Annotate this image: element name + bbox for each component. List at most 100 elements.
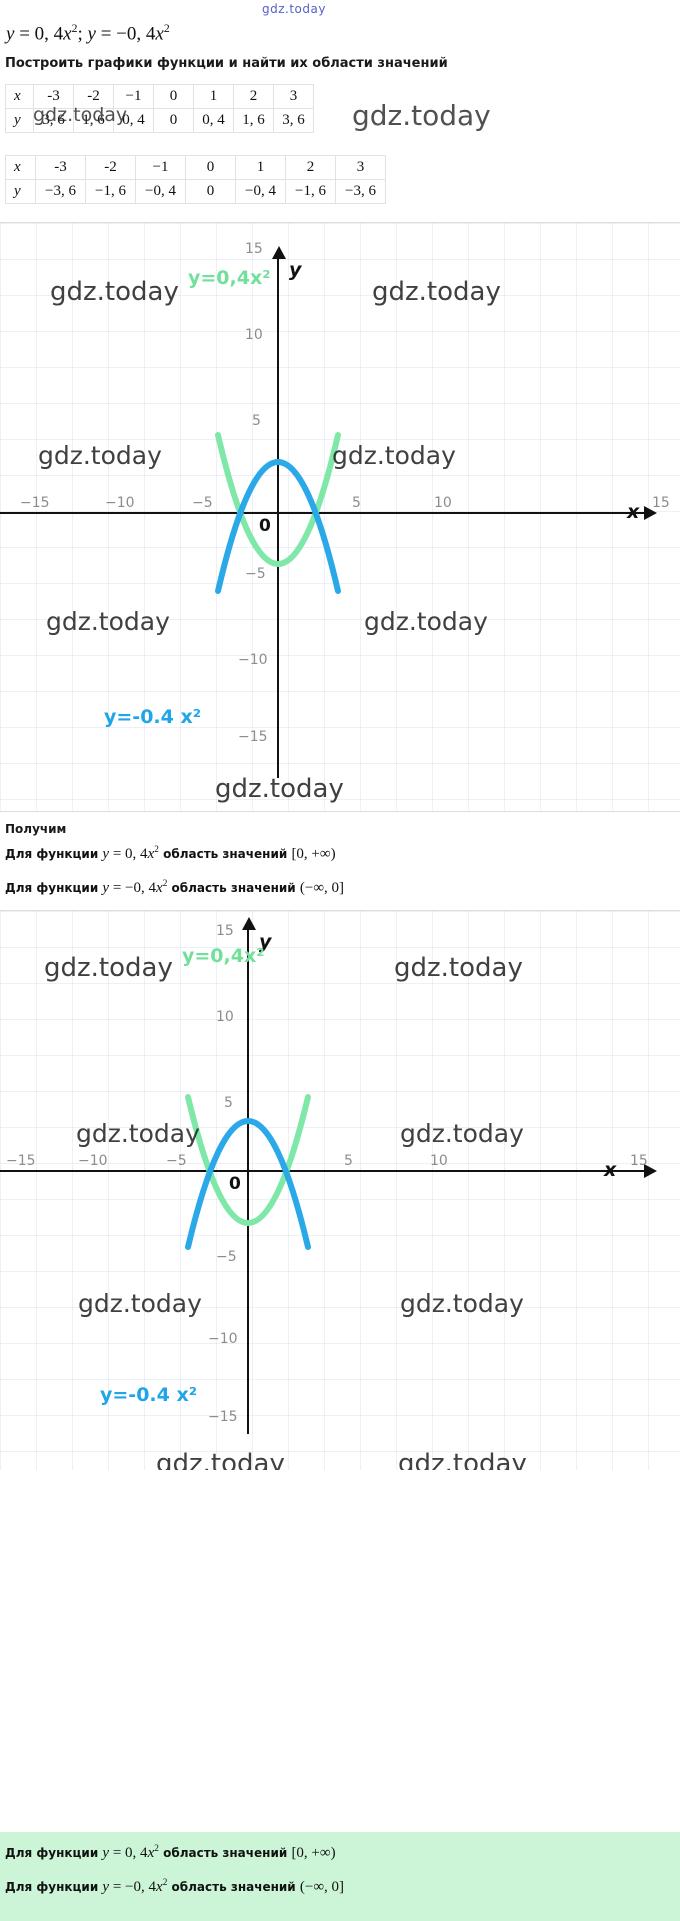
table-row: y 3, 6 1, 6 0, 4 0 0, 4 1, 6 3, 6 bbox=[5, 108, 314, 133]
curve-label-blue: y=-0.4 x² bbox=[104, 706, 202, 728]
y-axis-line bbox=[247, 929, 249, 1434]
row-label-y: y bbox=[5, 179, 36, 204]
y-tick--15: −15 bbox=[238, 729, 268, 745]
x-axis-label: x bbox=[604, 1159, 617, 1181]
cell-x-6: 3 bbox=[273, 84, 314, 109]
footer-range-positive-lead: Для функции bbox=[5, 1846, 103, 1860]
range-line-positive: Для функции y = 0, 4x2 область значений … bbox=[5, 845, 336, 862]
x-tick--5: −5 bbox=[192, 495, 213, 511]
x-tick--10: −10 bbox=[105, 495, 135, 511]
cell-y-6: 3, 6 bbox=[273, 108, 314, 133]
range-line-negative-mid: область значений bbox=[167, 881, 300, 895]
cell-y-3: 0 bbox=[153, 108, 194, 133]
y-axis-line bbox=[277, 258, 279, 778]
x-tick-10: 10 bbox=[430, 1153, 448, 1169]
cell-x-6: 3 bbox=[335, 155, 386, 180]
parabola-curves bbox=[185, 1094, 311, 1250]
cell-x-3: 0 bbox=[185, 155, 236, 180]
curve-label-green: y=0,4x² bbox=[182, 945, 265, 967]
cell-x-5: 2 bbox=[285, 155, 336, 180]
y-tick-15: 15 bbox=[245, 241, 263, 257]
range-line-positive-lead: Для функции bbox=[5, 847, 103, 861]
cell-y-6: −3, 6 bbox=[335, 179, 386, 204]
cell-y-4: −0, 4 bbox=[235, 179, 286, 204]
cell-x-3: 0 bbox=[153, 84, 194, 109]
y-tick--10: −10 bbox=[208, 1331, 238, 1347]
footer-range-negative-value: (−∞, 0] bbox=[299, 1879, 345, 1895]
x-tick--15: −15 bbox=[20, 495, 50, 511]
curve-green-positive bbox=[215, 432, 341, 567]
y-axis-label: y bbox=[259, 931, 272, 953]
problem-formula: y = 0, 4x2; y = −0, 4x2 bbox=[6, 22, 170, 45]
curve-label-blue: y=-0.4 x² bbox=[100, 1384, 198, 1406]
x-axis-line bbox=[0, 1170, 648, 1172]
y-tick-15: 15 bbox=[216, 923, 234, 939]
x-tick-5: 5 bbox=[344, 1153, 353, 1169]
curve-green-positive bbox=[185, 1094, 311, 1226]
x-tick--15: −15 bbox=[6, 1153, 36, 1169]
table-row: x -3 -2 −1 0 1 2 3 bbox=[5, 84, 314, 109]
footer-range-positive-mid: область значений bbox=[158, 1846, 292, 1860]
cell-x-1: -2 bbox=[85, 155, 136, 180]
y-tick--5: −5 bbox=[216, 1249, 237, 1265]
cell-y-0: 3, 6 bbox=[33, 108, 74, 133]
graph-panel-secondary: y x 0 −15 −10 −5 5 10 15 15 10 5 −5 −10 … bbox=[0, 910, 680, 1470]
value-table-positive: x -3 -2 −1 0 1 2 3 y 3, 6 1, 6 0, 4 0 0,… bbox=[5, 84, 314, 133]
y-tick-10: 10 bbox=[216, 1009, 234, 1025]
cell-x-0: -3 bbox=[33, 84, 74, 109]
x-axis-arrow-icon bbox=[644, 1164, 657, 1178]
y-tick-5: 5 bbox=[252, 413, 261, 429]
cell-y-1: 1, 6 bbox=[73, 108, 114, 133]
task-statement: Построить графики функции и найти их обл… bbox=[5, 56, 448, 71]
x-tick-15: 15 bbox=[630, 1153, 648, 1169]
cell-x-4: 1 bbox=[235, 155, 286, 180]
cell-x-5: 2 bbox=[233, 84, 274, 109]
y-tick--10: −10 bbox=[238, 652, 268, 668]
y-tick--5: −5 bbox=[245, 566, 266, 582]
range-line-negative-lead: Для функции bbox=[5, 881, 103, 895]
y-axis-arrow-icon bbox=[242, 917, 256, 930]
range-line-positive-value: [0, +∞) bbox=[291, 846, 336, 862]
cell-x-2: −1 bbox=[135, 155, 186, 180]
footer-range-negative-mid: область значений bbox=[167, 1880, 300, 1894]
result-heading: Получим bbox=[5, 822, 67, 836]
cell-x-0: -3 bbox=[35, 155, 86, 180]
cell-y-5: 1, 6 bbox=[233, 108, 274, 133]
range-line-positive-mid: область значений bbox=[158, 847, 292, 861]
cell-y-2: −0, 4 bbox=[135, 179, 186, 204]
footer-range-negative-lead: Для функции bbox=[5, 1880, 103, 1894]
footer-range-positive-value: [0, +∞) bbox=[291, 1845, 336, 1861]
x-axis-label: x bbox=[627, 501, 640, 523]
footer-summary: Для функции y = 0, 4x2 область значений … bbox=[0, 1832, 680, 1921]
site-watermark-top: gdz.today bbox=[262, 2, 326, 16]
y-tick-10: 10 bbox=[245, 327, 263, 343]
row-label-x: x bbox=[5, 84, 34, 109]
x-axis-line bbox=[0, 512, 648, 514]
graph-panel-primary: y x 0 −15 −10 −5 5 10 15 15 10 5 −5 −10 … bbox=[0, 222, 680, 812]
x-axis-arrow-icon bbox=[644, 506, 657, 520]
parabola-curves bbox=[215, 432, 341, 594]
cell-y-5: −1, 6 bbox=[285, 179, 336, 204]
y-axis-arrow-icon bbox=[272, 246, 286, 259]
watermark-table-right: gdz.today bbox=[352, 99, 491, 132]
footer-range-positive: Для функции y = 0, 4x2 область значений … bbox=[5, 1844, 336, 1861]
y-tick-5: 5 bbox=[224, 1095, 233, 1111]
cell-x-1: -2 bbox=[73, 84, 114, 109]
origin-label: 0 bbox=[229, 1174, 241, 1194]
x-tick--10: −10 bbox=[78, 1153, 108, 1169]
x-tick-5: 5 bbox=[352, 495, 361, 511]
y-axis-label: y bbox=[289, 259, 302, 281]
cell-y-4: 0, 4 bbox=[193, 108, 234, 133]
range-line-negative-value: (−∞, 0] bbox=[299, 880, 345, 896]
x-tick-10: 10 bbox=[434, 495, 452, 511]
cell-y-3: 0 bbox=[185, 179, 236, 204]
y-tick--15: −15 bbox=[208, 1409, 238, 1425]
value-table-negative: x -3 -2 −1 0 1 2 3 y −3, 6 −1, 6 −0, 4 0… bbox=[5, 155, 386, 204]
row-label-x: x bbox=[5, 155, 36, 180]
curve-blue-negative bbox=[215, 459, 341, 594]
cell-y-2: 0, 4 bbox=[113, 108, 154, 133]
range-line-negative: Для функции y = −0, 4x2 область значений… bbox=[5, 879, 345, 896]
cell-y-0: −3, 6 bbox=[35, 179, 86, 204]
footer-range-negative: Для функции y = −0, 4x2 область значений… bbox=[5, 1878, 345, 1895]
x-tick--5: −5 bbox=[166, 1153, 187, 1169]
